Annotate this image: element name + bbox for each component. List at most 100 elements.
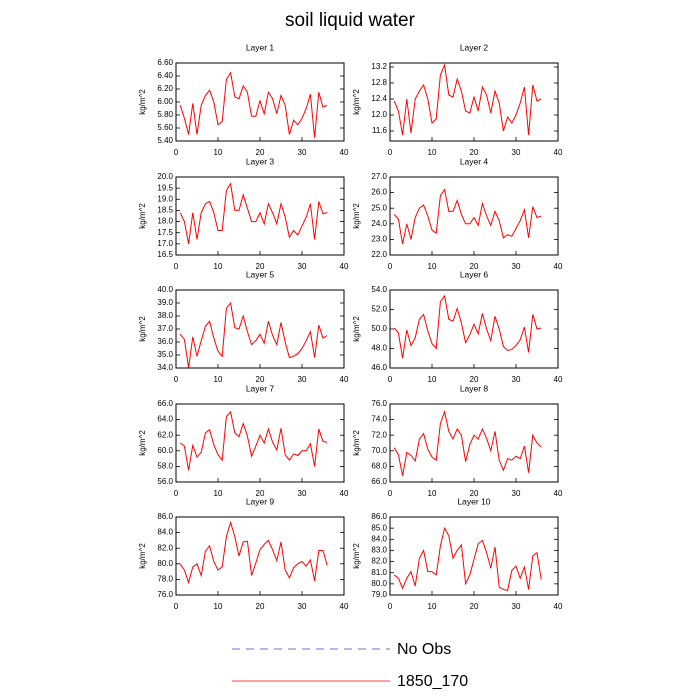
x-tick-label: 30 [298, 489, 307, 498]
x-tick-label: 40 [340, 489, 349, 498]
y-tick-label: 86.0 [371, 512, 387, 521]
x-tick-label: 0 [388, 375, 393, 384]
x-tick-label: 40 [340, 148, 349, 157]
y-axis-label: kg/m^2 [138, 203, 147, 229]
y-tick-label: 68.0 [371, 462, 387, 471]
figure-title: soil liquid water [285, 10, 416, 31]
y-tick-label: 5.80 [157, 110, 173, 119]
y-tick-label: 23.0 [371, 235, 387, 244]
legend-label: No Obs [397, 641, 451, 658]
plot-frame [389, 403, 559, 483]
panel-title: Layer 5 [246, 269, 275, 279]
y-tick-label: 18.5 [157, 206, 173, 215]
panel: Layer 10 kg/m^2 0 10 20 30 40 79.0 80.0 81.0 82.0 8… [352, 496, 563, 611]
panel: Layer 7 kg/m^2 0 10 20 30 40 56.0 58.0 60.0 62.0 64… [138, 383, 349, 498]
x-tick-label: 30 [512, 148, 521, 157]
y-axis-label: kg/m^2 [138, 89, 147, 115]
x-tick-label: 40 [340, 375, 349, 384]
plot-frame [389, 516, 559, 596]
x-tick-label: 10 [214, 489, 223, 498]
panel: Layer 2 kg/m^2 0 10 20 30 40 11.6 12.0 12.4 12.8 13… [352, 42, 563, 157]
y-tick-label: 40.0 [157, 285, 173, 294]
x-tick-label: 20 [470, 489, 479, 498]
y-tick-label: 82.0 [157, 543, 173, 552]
y-tick-label: 81.0 [371, 568, 387, 577]
data-line [393, 409, 542, 476]
x-tick-label: 10 [214, 262, 223, 271]
x-tick-label: 40 [554, 602, 563, 611]
y-tick-label: 34.0 [157, 363, 173, 372]
y-tick-label: 24.0 [371, 219, 387, 228]
data-line [179, 182, 328, 244]
y-tick-label: 79.0 [371, 590, 387, 599]
x-tick-label: 30 [512, 489, 521, 498]
panel: Layer 1 kg/m^2 0 10 20 30 40 5.40 5.60 5.80 6.00 6.… [138, 42, 349, 157]
y-tick-label: 12.0 [371, 110, 387, 119]
y-tick-label: 22.0 [371, 250, 387, 259]
panel-title: Layer 9 [246, 496, 275, 506]
y-tick-label: 66.0 [157, 399, 173, 408]
y-axis-label: kg/m^2 [352, 543, 361, 569]
y-tick-label: 19.5 [157, 183, 173, 192]
x-tick-label: 30 [512, 375, 521, 384]
y-tick-label: 85.0 [371, 523, 387, 532]
data-line [393, 294, 542, 359]
x-tick-label: 10 [428, 262, 437, 271]
y-tick-label: 5.40 [157, 136, 173, 145]
y-tick-label: 52.0 [371, 305, 387, 314]
x-tick-label: 30 [512, 262, 521, 271]
y-tick-label: 78.0 [157, 575, 173, 584]
panel: Layer 5 kg/m^2 0 10 20 30 40 34.0 35.0 36.0 37.0 38… [138, 269, 349, 384]
y-axis-label: kg/m^2 [352, 316, 361, 342]
x-tick-label: 30 [298, 148, 307, 157]
y-axis-label: kg/m^2 [138, 316, 147, 342]
x-tick-label: 0 [174, 375, 179, 384]
y-tick-label: 62.0 [157, 430, 173, 439]
x-tick-label: 0 [388, 602, 393, 611]
y-tick-label: 56.0 [157, 477, 173, 486]
y-axis-label: kg/m^2 [138, 543, 147, 569]
x-tick-label: 20 [470, 148, 479, 157]
x-tick-label: 20 [256, 375, 265, 384]
y-axis-label: kg/m^2 [352, 203, 361, 229]
y-tick-label: 36.0 [157, 337, 173, 346]
y-tick-label: 60.0 [157, 446, 173, 455]
x-tick-label: 10 [428, 148, 437, 157]
x-tick-label: 10 [214, 148, 223, 157]
x-tick-label: 40 [554, 375, 563, 384]
x-tick-label: 0 [388, 148, 393, 157]
y-tick-label: 72.0 [371, 430, 387, 439]
y-tick-label: 54.0 [371, 285, 387, 294]
panel-title: Layer 7 [246, 383, 275, 393]
data-line [179, 71, 328, 138]
x-tick-label: 0 [174, 602, 179, 611]
panel: Layer 6 kg/m^2 0 10 20 30 40 46.0 48.0 50.0 52.0 54… [352, 269, 563, 384]
panel-title: Layer 1 [246, 42, 275, 52]
y-tick-label: 70.0 [371, 446, 387, 455]
x-tick-label: 20 [256, 602, 265, 611]
y-axis-label: kg/m^2 [138, 430, 147, 456]
x-tick-label: 40 [554, 262, 563, 271]
y-tick-label: 37.0 [157, 324, 173, 333]
y-tick-label: 35.0 [157, 350, 173, 359]
panel-title: Layer 2 [460, 42, 489, 52]
data-line [393, 188, 542, 245]
x-tick-label: 10 [214, 602, 223, 611]
x-tick-label: 0 [388, 489, 393, 498]
data-line [179, 301, 328, 369]
y-tick-label: 74.0 [371, 415, 387, 424]
y-tick-label: 86.0 [157, 512, 173, 521]
plot-frame [175, 516, 345, 596]
x-tick-label: 0 [174, 148, 179, 157]
x-tick-label: 10 [428, 602, 437, 611]
y-tick-label: 46.0 [371, 363, 387, 372]
x-tick-label: 0 [174, 262, 179, 271]
y-axis-label: kg/m^2 [352, 430, 361, 456]
y-tick-label: 58.0 [157, 462, 173, 471]
y-tick-label: 80.0 [157, 559, 173, 568]
plot-frame [389, 62, 559, 142]
data-line [179, 410, 328, 471]
x-tick-label: 30 [298, 602, 307, 611]
y-tick-label: 84.0 [371, 534, 387, 543]
